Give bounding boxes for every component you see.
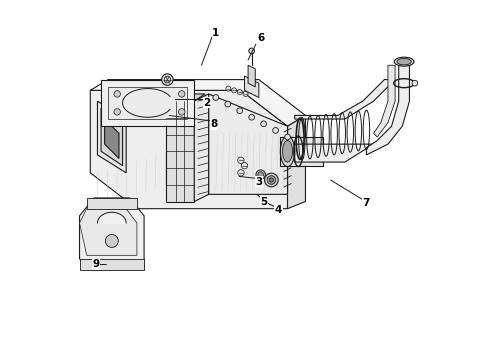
Circle shape: [114, 109, 120, 115]
Polygon shape: [366, 62, 408, 155]
Polygon shape: [294, 144, 373, 162]
Ellipse shape: [264, 173, 278, 187]
Circle shape: [224, 101, 230, 107]
Polygon shape: [194, 94, 208, 202]
Circle shape: [178, 91, 184, 97]
Circle shape: [241, 162, 247, 169]
Text: 6: 6: [257, 33, 264, 43]
Ellipse shape: [269, 178, 273, 182]
Polygon shape: [247, 65, 255, 87]
Circle shape: [243, 91, 247, 96]
Text: 8: 8: [210, 120, 217, 129]
Polygon shape: [165, 101, 194, 202]
Polygon shape: [86, 198, 137, 209]
Ellipse shape: [255, 170, 265, 179]
Text: 4: 4: [274, 206, 282, 216]
Polygon shape: [287, 116, 305, 209]
Polygon shape: [80, 259, 144, 270]
Text: 5: 5: [260, 197, 267, 207]
Ellipse shape: [280, 136, 294, 167]
Circle shape: [411, 80, 417, 86]
Text: 2: 2: [203, 98, 210, 108]
Ellipse shape: [396, 58, 410, 65]
Circle shape: [105, 234, 118, 247]
Circle shape: [272, 127, 278, 133]
Ellipse shape: [266, 176, 275, 184]
Circle shape: [260, 121, 266, 127]
Ellipse shape: [282, 140, 292, 162]
Polygon shape: [90, 80, 305, 126]
Circle shape: [162, 74, 173, 85]
Polygon shape: [104, 119, 119, 158]
Text: 1: 1: [212, 28, 219, 38]
Circle shape: [164, 76, 170, 83]
Circle shape: [237, 90, 242, 95]
Text: 7: 7: [362, 198, 369, 208]
Circle shape: [236, 108, 242, 113]
Polygon shape: [101, 80, 194, 126]
Circle shape: [237, 170, 244, 176]
Circle shape: [248, 114, 254, 120]
Polygon shape: [294, 80, 394, 119]
Polygon shape: [101, 108, 122, 166]
Circle shape: [248, 48, 254, 54]
Circle shape: [114, 91, 120, 97]
Polygon shape: [165, 94, 204, 101]
Polygon shape: [97, 101, 126, 173]
Polygon shape: [80, 209, 137, 255]
Polygon shape: [108, 87, 187, 119]
Ellipse shape: [257, 172, 263, 177]
Circle shape: [231, 88, 236, 93]
Polygon shape: [244, 76, 258, 98]
Polygon shape: [80, 198, 144, 270]
Polygon shape: [90, 90, 287, 209]
Circle shape: [212, 95, 218, 100]
Text: 9: 9: [92, 259, 99, 269]
Circle shape: [284, 134, 290, 140]
Text: 3: 3: [255, 177, 262, 187]
Ellipse shape: [393, 57, 413, 66]
Polygon shape: [208, 94, 287, 194]
Polygon shape: [373, 65, 394, 137]
Polygon shape: [280, 137, 323, 166]
Circle shape: [225, 86, 230, 91]
Circle shape: [178, 109, 184, 115]
Circle shape: [237, 157, 244, 163]
